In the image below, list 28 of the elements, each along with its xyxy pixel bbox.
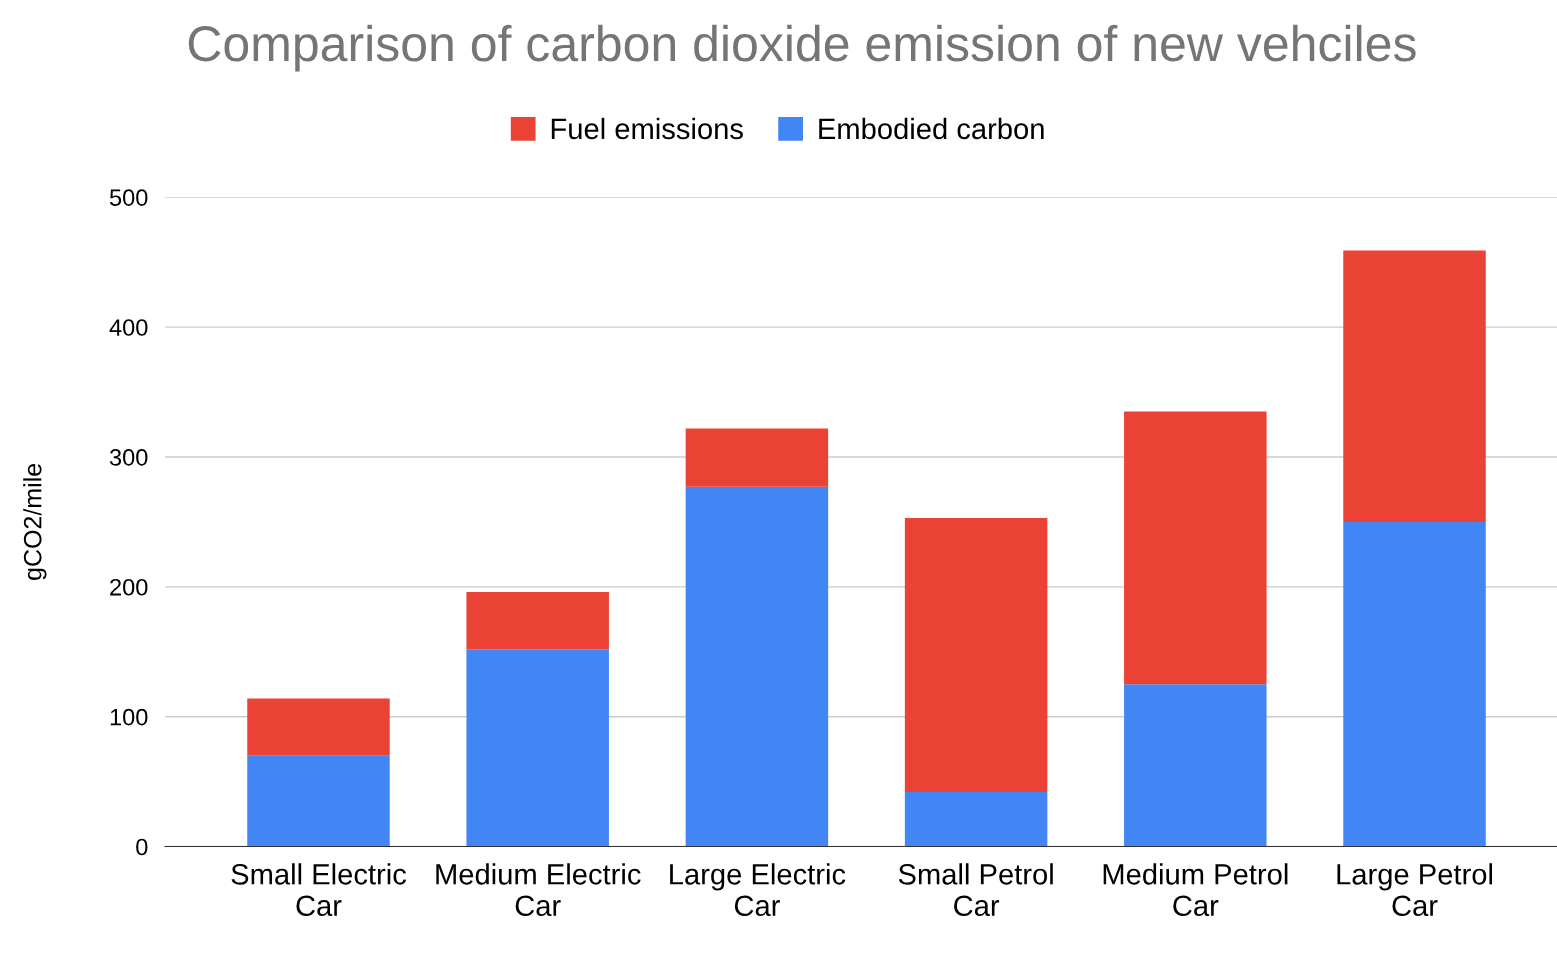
bar	[1124, 684, 1267, 847]
bar	[685, 428, 829, 487]
bar	[1343, 250, 1486, 522]
bar	[1124, 411, 1267, 685]
bar	[247, 698, 390, 756]
y-axis-title: gCO2/mile	[23, 463, 47, 580]
x-tick-label: Medium Petrol Car	[1103, 863, 1288, 917]
x-tick-label: Large Electric Car	[670, 863, 846, 917]
x-tick-label: Small Electric Car	[231, 863, 407, 917]
bar	[904, 792, 1048, 847]
x-tick-label: Large Petrol Car	[1337, 863, 1493, 917]
y-tick-label: 0	[136, 838, 148, 856]
x-tick-label: Small Petrol Car	[898, 863, 1053, 917]
chart-title: Comparison of carbon dioxide emission of new vehciles	[188, 24, 1416, 72]
bar	[466, 592, 609, 650]
y-tick-label: 100	[110, 708, 148, 726]
x-tick-label: Medium Electric Car	[436, 863, 641, 917]
y-tick-label: 200	[110, 578, 148, 596]
bar	[904, 517, 1048, 793]
bar	[247, 755, 390, 847]
y-tick-label: 300	[109, 449, 148, 466]
bar	[466, 649, 609, 847]
y-tick-label: 500	[109, 189, 148, 206]
bar	[1343, 521, 1486, 847]
legend-label: Embodied carbon	[819, 117, 1044, 140]
y-tick-label: 400	[109, 319, 148, 336]
legend-label: Fuel emissions	[551, 117, 743, 140]
bar	[685, 486, 829, 847]
